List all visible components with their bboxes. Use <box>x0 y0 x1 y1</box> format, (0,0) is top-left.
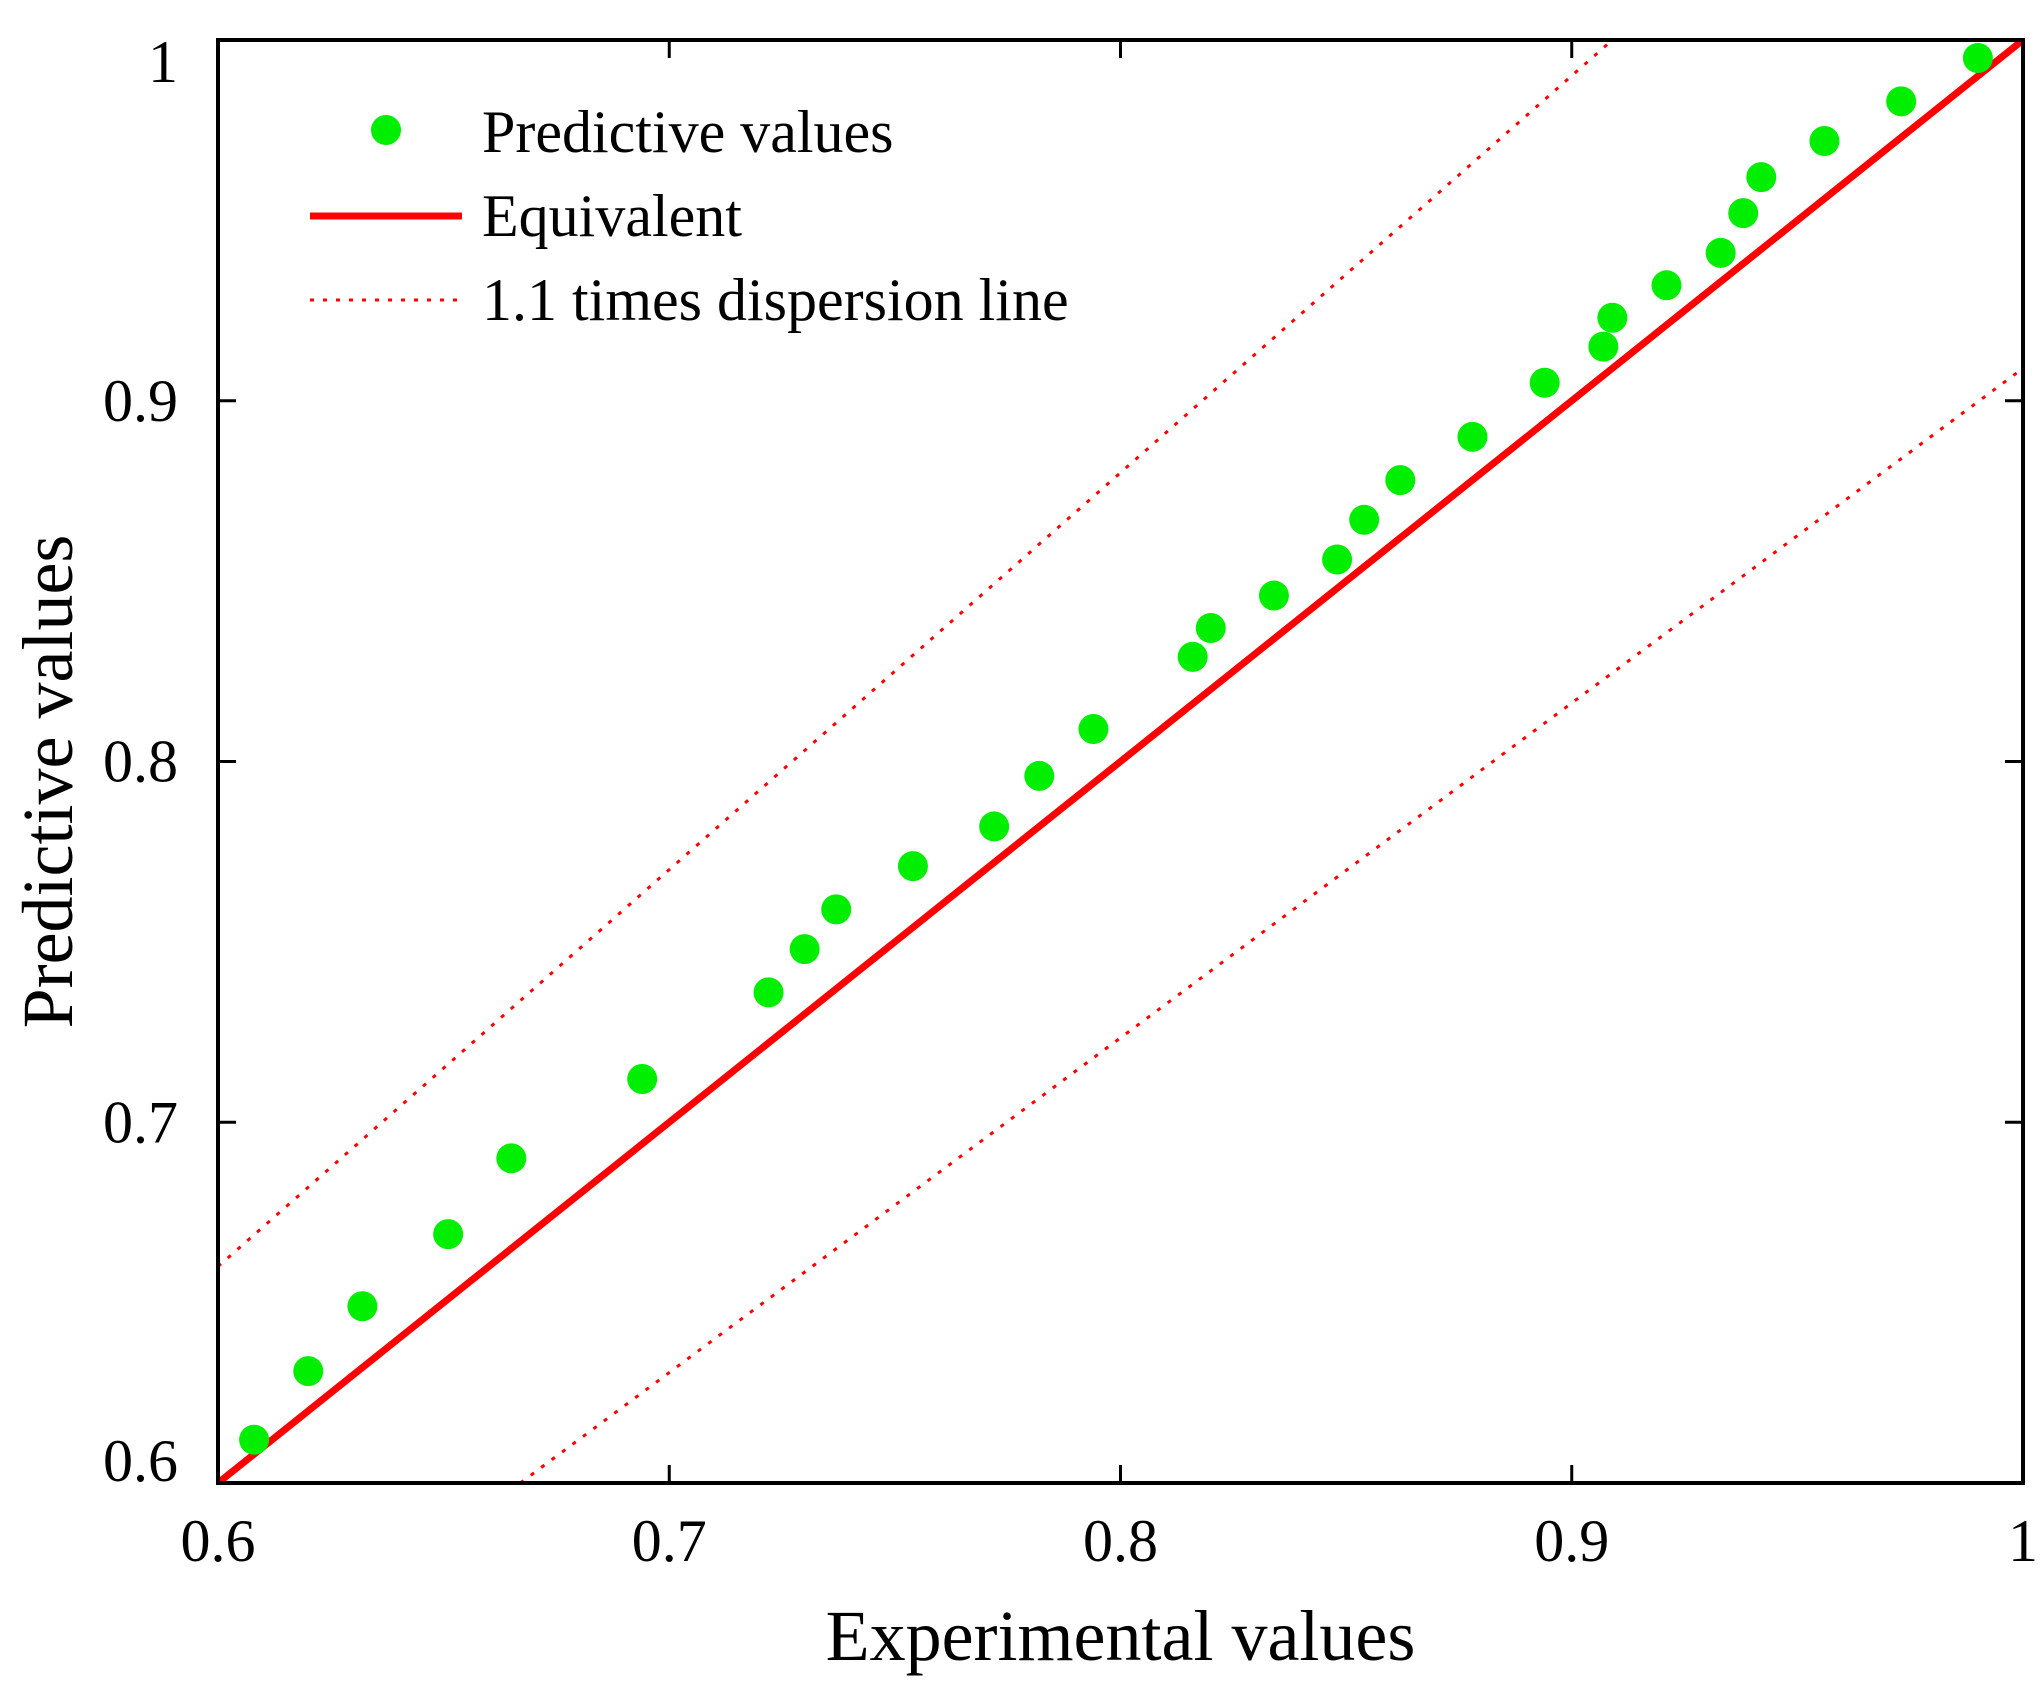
legend-label-points: Predictive values <box>482 99 894 165</box>
data-point <box>1024 760 1055 791</box>
data-point <box>1588 331 1619 362</box>
data-point <box>1597 302 1628 333</box>
data-point <box>1728 198 1759 229</box>
x-tick-label: 0.6 <box>181 1508 256 1574</box>
axes: 0.6 0.7 0.8 0.9 1 0.6 0.7 0.8 0.9 1 Experimental v… <box>8 29 2038 1676</box>
data-point <box>1705 237 1736 268</box>
data-point <box>496 1143 527 1174</box>
data-point <box>627 1063 658 1094</box>
legend: Predictive values Equivalent 1.1 times dis… <box>310 99 1069 333</box>
plot-area <box>218 40 2023 1483</box>
x-tick-label: 1 <box>2008 1508 2038 1574</box>
data-point <box>1322 544 1353 575</box>
data-point <box>293 1356 324 1387</box>
data-point <box>753 977 784 1008</box>
legend-label-dispersion: 1.1 times dispersion line <box>482 267 1069 333</box>
y-tick-label: 0.6 <box>103 1428 178 1494</box>
data-point <box>1809 126 1840 157</box>
dispersion-line-lower <box>519 367 2023 1483</box>
data-point <box>1195 613 1226 644</box>
legend-marker-points <box>371 115 401 145</box>
equivalent-line <box>218 40 2023 1483</box>
data-point <box>1177 641 1208 672</box>
dispersion-line-upper <box>218 40 1614 1268</box>
data-point <box>1457 421 1488 452</box>
x-tick-label: 0.9 <box>1534 1508 1609 1574</box>
data-point <box>1529 367 1560 398</box>
data-point <box>1746 162 1777 193</box>
data-point <box>433 1219 464 1250</box>
data-point <box>1078 714 1109 745</box>
y-tick-label: 0.9 <box>103 368 178 434</box>
data-point <box>821 894 852 925</box>
y-axis-title: Predictive values <box>8 535 88 1029</box>
data-point <box>1349 504 1380 535</box>
data-point <box>347 1291 378 1322</box>
data-point <box>1651 270 1682 301</box>
x-tick-label: 0.8 <box>1083 1508 1158 1574</box>
x-axis-title: Experimental values <box>826 1596 1416 1676</box>
legend-label-equivalent: Equivalent <box>482 183 742 249</box>
data-point <box>1886 86 1917 117</box>
data-point <box>239 1424 270 1455</box>
y-tick-label: 0.7 <box>103 1089 178 1155</box>
x-tick-label: 0.7 <box>632 1508 707 1574</box>
y-tick-label: 0.8 <box>103 729 178 795</box>
data-point <box>1385 465 1416 496</box>
data-point <box>1258 580 1289 611</box>
y-tick-label: 1 <box>148 29 178 95</box>
data-point <box>789 934 820 965</box>
data-point <box>979 811 1010 842</box>
data-point <box>1962 43 1993 74</box>
data-point <box>897 851 928 882</box>
